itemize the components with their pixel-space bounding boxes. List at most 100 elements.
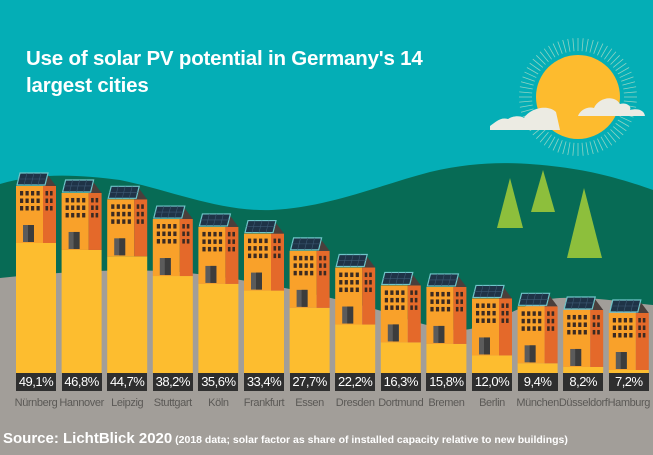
bar [517, 363, 558, 373]
window [592, 314, 596, 320]
window [369, 287, 372, 293]
window [293, 263, 297, 268]
window [344, 287, 348, 293]
window [430, 291, 434, 297]
bar-column [61, 179, 102, 373]
building-side [271, 233, 284, 291]
window [264, 238, 268, 244]
window [629, 318, 633, 323]
window [173, 239, 177, 244]
window [323, 263, 327, 268]
building-icon [472, 284, 512, 356]
data-label: 33,4% [244, 373, 284, 391]
window [506, 310, 509, 316]
window [638, 333, 641, 338]
building-icon [152, 205, 193, 277]
bar-column [244, 219, 284, 373]
window [435, 291, 440, 297]
sun-ray [526, 67, 539, 75]
category-label: Hamburg [607, 397, 651, 409]
window [76, 205, 80, 210]
building-side [453, 286, 467, 344]
sun-ray [610, 129, 621, 140]
window [141, 204, 144, 209]
data-label: 44,7% [107, 373, 148, 391]
sun-ray [600, 45, 608, 58]
window [31, 206, 35, 211]
bar [61, 249, 102, 373]
window [122, 219, 126, 224]
sun-ray [615, 62, 627, 71]
building-icon [198, 213, 239, 284]
window [629, 333, 633, 338]
sun-ray [607, 51, 617, 63]
window [310, 263, 314, 268]
window [446, 299, 451, 304]
sun-ray [581, 142, 584, 156]
bar-column [426, 273, 467, 373]
window [127, 204, 131, 209]
window [91, 197, 94, 203]
window [82, 197, 86, 203]
window [455, 291, 459, 297]
window [532, 311, 536, 316]
window [227, 231, 231, 237]
window [642, 333, 646, 338]
bar [608, 370, 649, 373]
building-side [134, 199, 148, 257]
window [207, 246, 212, 252]
window [156, 239, 160, 244]
window [264, 253, 268, 259]
window [304, 255, 308, 261]
window [25, 191, 29, 196]
window [638, 325, 641, 330]
window [310, 270, 314, 276]
window [430, 306, 434, 312]
sun-ray [529, 62, 541, 71]
window [111, 219, 115, 224]
window [213, 246, 217, 252]
window [369, 280, 372, 285]
window [45, 198, 49, 203]
window [162, 239, 166, 244]
window [50, 198, 53, 203]
window [350, 287, 354, 293]
window [572, 314, 576, 320]
window [481, 303, 485, 308]
window [202, 239, 206, 244]
sun-ray [519, 86, 533, 90]
window [45, 191, 49, 196]
sun-ray [524, 71, 537, 78]
window [364, 272, 368, 278]
sun-ray [532, 58, 544, 68]
window [310, 255, 314, 261]
source-note: Source: LichtBlick 2020 (2018 data; sola… [3, 430, 568, 448]
window [76, 197, 80, 203]
window [583, 314, 587, 320]
window [384, 305, 388, 310]
window [441, 299, 445, 304]
sun-ray [622, 81, 636, 86]
window [460, 306, 463, 312]
window [547, 326, 550, 331]
window [521, 318, 525, 324]
window [122, 211, 126, 217]
sun-ray [543, 134, 552, 146]
window [583, 322, 587, 327]
window [253, 246, 257, 251]
window [65, 205, 69, 210]
window [592, 329, 596, 335]
window [435, 299, 440, 304]
window [218, 246, 223, 252]
data-label: 46,8% [61, 373, 102, 391]
window [82, 212, 86, 218]
data-label: 35,6% [198, 373, 239, 391]
window [71, 197, 75, 203]
window [618, 318, 622, 323]
building-icon [517, 292, 558, 364]
window [435, 306, 440, 312]
window [111, 211, 115, 217]
window [532, 318, 536, 324]
bar-column [380, 271, 421, 373]
window [532, 326, 536, 331]
